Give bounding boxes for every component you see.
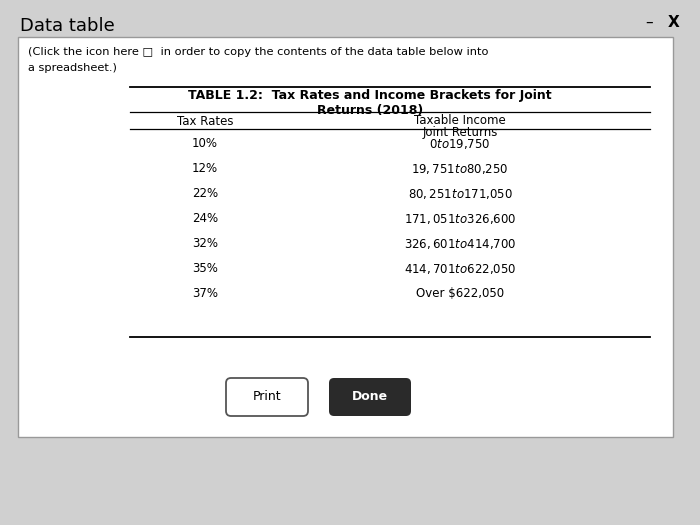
Text: (Click the icon here □  in order to copy the contents of the data table below in: (Click the icon here □ in order to copy … (28, 47, 489, 57)
Text: 24%: 24% (192, 212, 218, 225)
Text: Print: Print (253, 391, 281, 404)
Text: –: – (645, 15, 652, 30)
Text: 12%: 12% (192, 162, 218, 175)
Text: $0 to $19,750: $0 to $19,750 (429, 137, 491, 151)
Text: Taxable Income: Taxable Income (414, 114, 506, 127)
Text: $80,251 to $171,050: $80,251 to $171,050 (407, 187, 512, 201)
Text: 37%: 37% (192, 287, 218, 300)
FancyBboxPatch shape (226, 378, 308, 416)
Text: Data table: Data table (20, 17, 115, 35)
Text: $171,051 to $326,600: $171,051 to $326,600 (404, 212, 516, 226)
Text: 10%: 10% (192, 137, 218, 150)
Text: $326,601 to $414,700: $326,601 to $414,700 (404, 237, 516, 251)
Text: 35%: 35% (192, 262, 218, 275)
Text: Joint Returns: Joint Returns (422, 126, 498, 139)
Text: Tax Rates: Tax Rates (176, 115, 233, 128)
Text: Over $622,050: Over $622,050 (416, 287, 504, 300)
Text: $19,751 to $80,250: $19,751 to $80,250 (412, 162, 509, 176)
Text: TABLE 1.2:  Tax Rates and Income Brackets for Joint: TABLE 1.2: Tax Rates and Income Brackets… (188, 89, 552, 102)
Text: X: X (668, 15, 680, 30)
FancyBboxPatch shape (18, 37, 673, 437)
FancyBboxPatch shape (329, 378, 411, 416)
Text: Returns (2018): Returns (2018) (317, 104, 423, 117)
Text: a spreadsheet.): a spreadsheet.) (28, 63, 117, 73)
Text: $414,701 to $622,050: $414,701 to $622,050 (404, 262, 516, 276)
Text: Done: Done (352, 391, 388, 404)
Text: 22%: 22% (192, 187, 218, 200)
Text: 32%: 32% (192, 237, 218, 250)
